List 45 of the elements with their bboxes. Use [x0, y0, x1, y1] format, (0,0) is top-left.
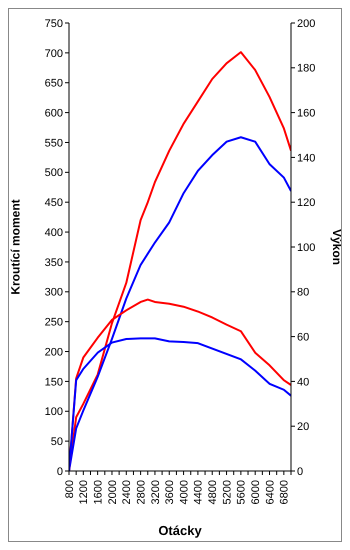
y2-tick-label: 80 [297, 286, 310, 299]
x-tick-label: 2400 [121, 480, 134, 504]
y2-tick-label: 200 [297, 18, 316, 30]
y-tick-label: 400 [44, 226, 63, 239]
y2-tick-label: 120 [297, 197, 316, 210]
y-tick-label: 250 [44, 316, 63, 329]
x-tick-label: 2800 [135, 480, 148, 504]
x-tick-label: 800 [64, 480, 76, 498]
x-tick-label: 5200 [221, 480, 234, 504]
y-tick-label: 450 [44, 197, 63, 210]
y-tick-label: 300 [44, 286, 63, 299]
x-tick-label: 1600 [92, 480, 104, 504]
y2-tick-label: 20 [297, 421, 310, 434]
x-tick-label: 3200 [150, 480, 162, 504]
y-tick-label: 50 [50, 436, 63, 448]
y-tick-label: 750 [44, 18, 63, 30]
x-tick-label: 5600 [236, 480, 248, 504]
y-tick-label: 700 [44, 48, 63, 60]
y-tick-label: 150 [44, 376, 63, 388]
x-tick-label: 6800 [278, 480, 291, 504]
y-tick-label: 500 [44, 167, 63, 180]
x-tick-label: 6000 [250, 480, 262, 504]
y2-tick-label: 40 [297, 376, 310, 388]
y-tick-label: 350 [44, 256, 63, 269]
y2-tick-label: 180 [297, 62, 316, 75]
y-tick-label: 550 [44, 137, 63, 150]
y-tick-label: 650 [44, 78, 63, 90]
y-tick-label: 0 [56, 466, 63, 478]
y2-tick-label: 140 [297, 152, 316, 164]
x-tick-label: 3600 [164, 480, 176, 504]
x-tick-label: 1200 [78, 480, 90, 504]
y-tick-label: 100 [44, 406, 63, 418]
x-axis-title: Otácky [158, 523, 202, 538]
x-tick-label: 4800 [207, 480, 220, 504]
y2-tick-label: 160 [297, 108, 316, 120]
x-tick-label: 4000 [178, 480, 190, 504]
y-tick-label: 200 [44, 346, 63, 358]
y2-tick-label: 60 [297, 332, 310, 344]
y-axis-title: Kroutící moment [8, 199, 22, 295]
y2-tick-label: 100 [297, 242, 316, 254]
x-tick-label: 4400 [192, 480, 205, 504]
y-tick-label: 600 [44, 108, 63, 120]
x-tick-label: 2000 [106, 480, 119, 504]
y2-tick-label: 0 [297, 466, 304, 478]
x-tick-label: 6400 [264, 480, 276, 504]
